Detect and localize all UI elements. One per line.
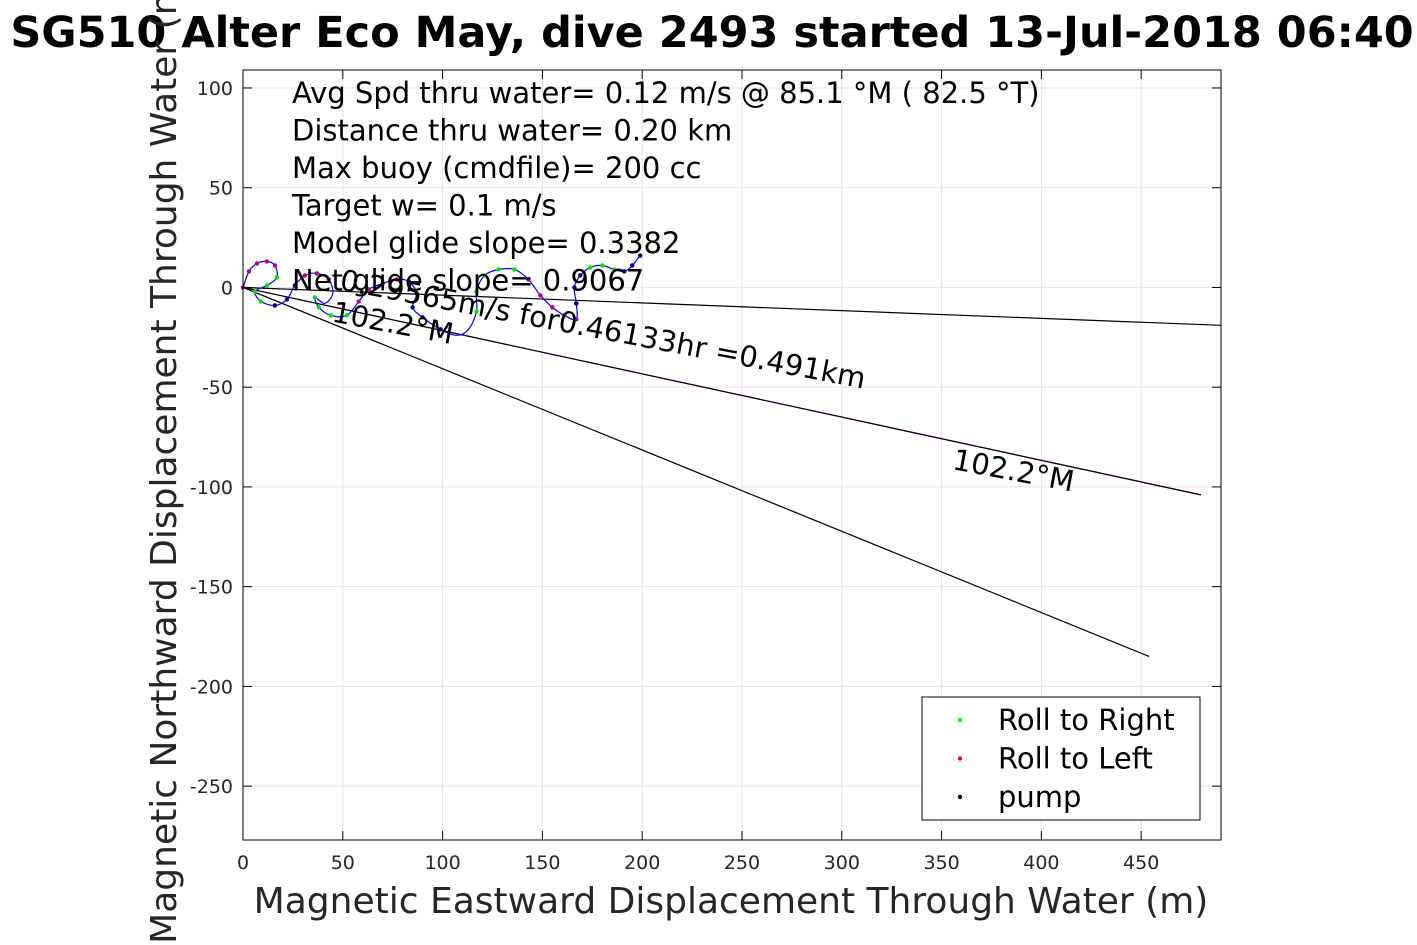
track-point-navy (574, 301, 579, 306)
track-point-magenta (394, 277, 399, 282)
x-tick-label: 450 (1123, 852, 1159, 874)
track-point-green (496, 267, 501, 272)
y-tick-label: -150 (190, 577, 233, 599)
track-point-green (600, 263, 605, 268)
track-point-green (344, 313, 349, 318)
track-point-magenta (254, 261, 260, 266)
y-tick-label: -50 (202, 377, 233, 399)
x-tick-label: 150 (524, 852, 560, 874)
x-tick-label: 300 (824, 852, 860, 874)
info-line: Model glide slope= 0.3382 (292, 226, 680, 260)
info-line: Net glide slope= 0.9067 (292, 264, 644, 298)
track-point-green (312, 295, 318, 300)
track-point-green (474, 309, 479, 314)
track-point-navy (284, 297, 290, 302)
annotation-label: 102.2°M (950, 442, 1077, 498)
track-point-green (612, 267, 617, 272)
track-point-navy (578, 273, 583, 278)
track-point-green (264, 283, 270, 288)
track-point-magenta (356, 299, 361, 304)
x-tick-label: 400 (1023, 852, 1059, 874)
y-axis-label: Magnetic Northward Displacement Through … (144, 0, 185, 944)
legend-label: Roll to Left (998, 742, 1153, 776)
track-point-green (588, 265, 593, 270)
x-tick-label: 100 (424, 852, 460, 874)
track-point-green (274, 275, 280, 280)
track-point-green (512, 267, 517, 272)
chart-title: SG510 Alter Eco May, dive 2493 started 1… (10, 8, 1413, 58)
track-point-magenta (550, 305, 555, 310)
plot-line (242, 286, 1150, 658)
info-line: Target w= 0.1 m/s (291, 189, 557, 223)
track-point-magenta (526, 277, 531, 282)
plot-lines (242, 286, 1222, 658)
axes-box (242, 69, 1222, 841)
axis-ticks: 0 50 100 150 200 250 300 350 400 450 -250 -200 -150 -… (190, 70, 1221, 874)
y-tick-label: -200 (190, 676, 233, 698)
track-point-navy (622, 269, 627, 274)
plot-line (242, 286, 1222, 326)
track-point-magenta (562, 313, 567, 318)
legend-marker (957, 717, 963, 723)
track-point-magenta (314, 271, 320, 276)
track-point-magenta (366, 287, 371, 292)
y-tick-label: 50 (209, 178, 233, 200)
track-point-green (316, 305, 322, 310)
x-tick-label: 0 (237, 852, 249, 874)
x-tick-label: 50 (331, 852, 355, 874)
track-point-navy (637, 253, 643, 258)
x-axis-label: Magnetic Eastward Displacement Through W… (254, 881, 1209, 922)
track-point-magenta (574, 317, 579, 322)
track-point-navy (292, 283, 298, 288)
legend-box (921, 696, 1201, 821)
glider-track (240, 253, 643, 336)
x-tick-label: 200 (624, 852, 660, 874)
legend: Roll to Right Roll to Left pump (921, 696, 1201, 821)
track-point-magenta (326, 277, 332, 282)
y-tick-label: 100 (197, 78, 233, 100)
track-point-green (252, 289, 258, 294)
track-point-magenta (246, 269, 252, 274)
y-tick-label: -100 (190, 477, 233, 499)
x-tick-label: 250 (724, 852, 760, 874)
track-point-navy (414, 291, 419, 296)
track-point-magenta (302, 273, 308, 278)
legend-marker (957, 756, 963, 761)
track-point-magenta (538, 293, 543, 298)
track-point-navy (272, 303, 278, 308)
track-point-navy (420, 315, 425, 320)
track-point-navy (438, 327, 443, 332)
legend-marker (957, 794, 963, 800)
track-point-magenta (264, 259, 270, 264)
track-point-navy (572, 285, 577, 290)
info-line: Avg Spd thru water= 0.12 m/s @ 85.1 °M (… (292, 76, 1040, 110)
track-point-navy (410, 305, 415, 310)
annotations: 0.29565m/s for0.46133hr =0.491km102.2°M1… (330, 263, 1077, 499)
track-point-green (328, 313, 334, 318)
track-point-navy (630, 263, 635, 268)
track-point-magenta (380, 281, 385, 286)
track-point-magenta (272, 263, 278, 268)
y-tick-label: -250 (190, 776, 233, 798)
info-line: Max buoy (cmdfile)= 200 cc (292, 151, 701, 185)
x-tick-label: 350 (923, 852, 959, 874)
legend-label: Roll to Right (998, 703, 1175, 737)
track-point-green (474, 289, 479, 294)
plot-line (242, 286, 1202, 496)
legend-label: pump (998, 780, 1081, 814)
info-line: Distance thru water= 0.20 km (292, 114, 732, 148)
track-point-navy (406, 279, 411, 284)
y-tick-label: 0 (221, 277, 233, 299)
track-point-green (482, 273, 487, 278)
info-text: Avg Spd thru water= 0.12 m/s @ 85.1 °M (… (291, 76, 1040, 298)
track-point-green (258, 299, 264, 304)
